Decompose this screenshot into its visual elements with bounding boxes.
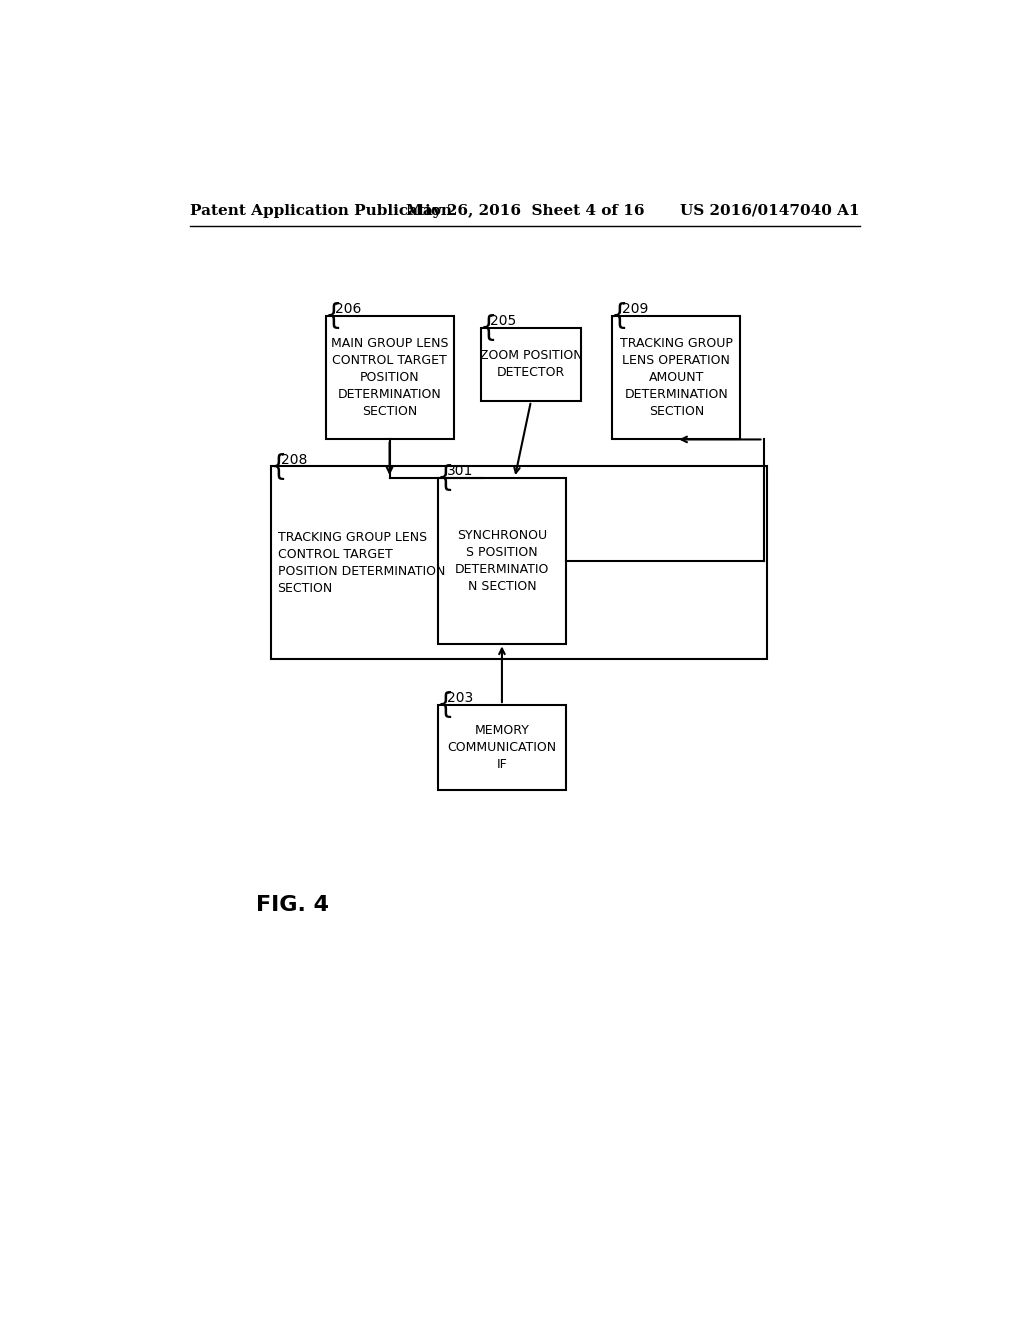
Text: {: { [611, 302, 629, 330]
Bar [480, 327, 582, 401]
Text: TRACKING GROUP
LENS OPERATION
AMOUNT
DETERMINATION
SECTION: TRACKING GROUP LENS OPERATION AMOUNT DET… [620, 338, 733, 418]
Bar [438, 478, 566, 644]
Text: US 2016/0147040 A1: US 2016/0147040 A1 [680, 203, 859, 218]
Bar [271, 466, 767, 659]
Text: SYNCHRONOU
S POSITION
DETERMINATIO
N SECTION: SYNCHRONOU S POSITION DETERMINATIO N SEC… [455, 529, 549, 593]
Text: 208: 208 [281, 453, 307, 466]
Text: MAIN GROUP LENS
CONTROL TARGET
POSITION
DETERMINATION
SECTION: MAIN GROUP LENS CONTROL TARGET POSITION … [331, 338, 449, 418]
Bar [612, 317, 740, 440]
Text: May 26, 2016  Sheet 4 of 16: May 26, 2016 Sheet 4 of 16 [406, 203, 644, 218]
Text: 206: 206 [335, 302, 361, 317]
Text: 205: 205 [489, 314, 516, 327]
Text: TRACKING GROUP LENS
CONTROL TARGET
POSITION DETERMINATION
SECTION: TRACKING GROUP LENS CONTROL TARGET POSIT… [278, 531, 445, 594]
Text: 209: 209 [622, 302, 648, 317]
Text: MEMORY
COMMUNICATION
IF: MEMORY COMMUNICATION IF [447, 723, 556, 771]
Bar [438, 705, 566, 789]
Text: {: { [479, 314, 497, 342]
Text: FIG. 4: FIG. 4 [256, 895, 329, 915]
Text: 203: 203 [447, 692, 473, 705]
Text: {: { [270, 453, 288, 480]
Text: {: { [324, 302, 342, 330]
Text: {: { [436, 465, 454, 492]
Bar [326, 317, 454, 440]
Text: Patent Application Publication: Patent Application Publication [190, 203, 452, 218]
Text: ZOOM POSITION
DETECTOR: ZOOM POSITION DETECTOR [479, 350, 583, 379]
Text: 301: 301 [447, 465, 474, 478]
Text: {: { [436, 692, 454, 719]
